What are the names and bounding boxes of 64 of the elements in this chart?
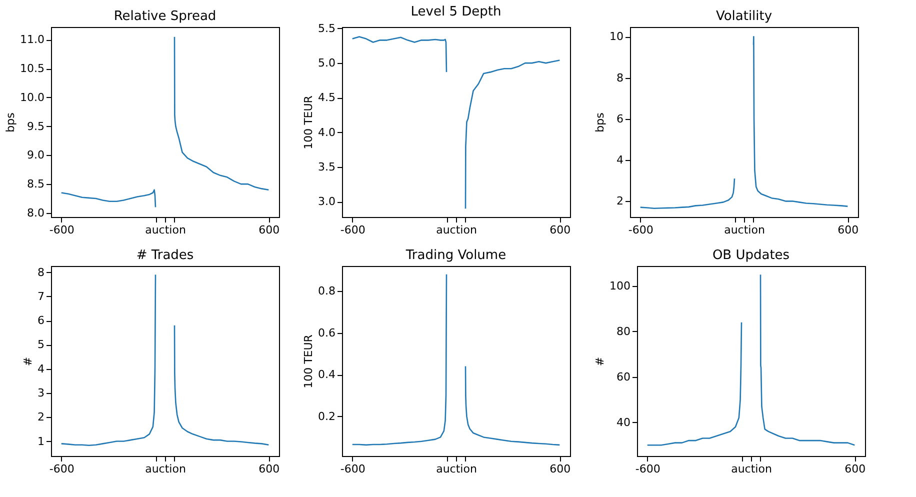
y-tick-label: 4.0 [318,126,336,139]
chart-title: Relative Spread [114,9,216,24]
x-tick-label: 600 [258,224,280,236]
y-axis-title: # [22,356,34,366]
y-tick-label: 1 [38,434,44,448]
x-tick-label: -600 [635,462,660,476]
y-axis-title: bps [594,112,607,132]
y-tick-label: 8.0 [27,206,44,220]
x-tick-label: 600 [258,462,280,476]
y-tick-label: 2 [38,410,44,424]
y-tick-label: 100 [610,280,630,292]
y-axis-title: 100 TEUR [302,95,316,150]
y-tick-label: 6 [616,112,624,126]
x-tick-label: -600 [340,462,366,476]
x-tick-label: auction [436,224,477,236]
y-axis-title: # [594,356,607,366]
x-tick-label: auction [145,462,186,476]
y-tick-label: 5 [38,338,44,352]
x-tick-label: auction [436,462,477,476]
y-tick-label: 0.4 [318,368,336,382]
x-tick-label: auction [145,224,186,236]
x-tick-label: -600 [628,224,654,236]
chart-title: OB Updates [712,248,790,263]
y-tick-label: 0.2 [318,410,336,423]
y-tick-label: 2 [616,194,624,208]
y-tick-label: 3.5 [318,160,336,174]
chart-title: Volatility [716,9,772,24]
y-tick-label: 0.6 [318,326,336,340]
y-tick-label: 8 [616,71,624,84]
y-tick-label: 5.0 [318,56,336,70]
y-tick-label: 6 [38,314,44,328]
x-tick-label: -600 [49,462,74,476]
y-tick-label: 4.5 [318,91,336,104]
y-tick-label: 4 [38,362,44,376]
x-tick-label: auction [731,462,772,476]
y-tick-label: 9.0 [27,148,44,162]
y-tick-label: 5.5 [318,22,336,35]
x-tick-label: 600 [550,224,571,236]
y-tick-label: 60 [616,370,630,384]
y-tick-label: 7 [38,290,44,303]
y-tick-label: 3.0 [318,195,336,208]
y-tick-label: 40 [616,416,630,429]
y-tick-label: 11.0 [20,33,44,46]
y-tick-label: 8 [38,266,44,279]
x-tick-label: -600 [49,224,74,236]
y-axis-title: 100 TEUR [302,334,316,388]
y-tick-label: 10 [610,30,624,44]
y-tick-label: 80 [616,324,630,338]
chart-title: Trading Volume [404,248,506,263]
y-axis-title: bps [4,112,18,132]
x-tick-label: auction [724,224,765,236]
y-tick-label: 3 [38,386,44,400]
y-tick-label: 4 [616,154,624,167]
chart-title: Level 5 Depth [410,4,502,20]
x-tick-label: 600 [550,462,571,476]
x-tick-label: -600 [340,224,366,236]
x-tick-label: 600 [844,462,866,476]
x-tick-label: 600 [838,224,859,236]
y-tick-label: 0.8 [318,284,336,298]
chart-title: # Trades [136,248,194,263]
y-tick-label: 10.5 [20,62,44,76]
y-tick-label: 8.5 [27,178,44,191]
y-tick-label: 9.5 [27,120,44,133]
y-tick-label: 10.0 [20,90,44,104]
